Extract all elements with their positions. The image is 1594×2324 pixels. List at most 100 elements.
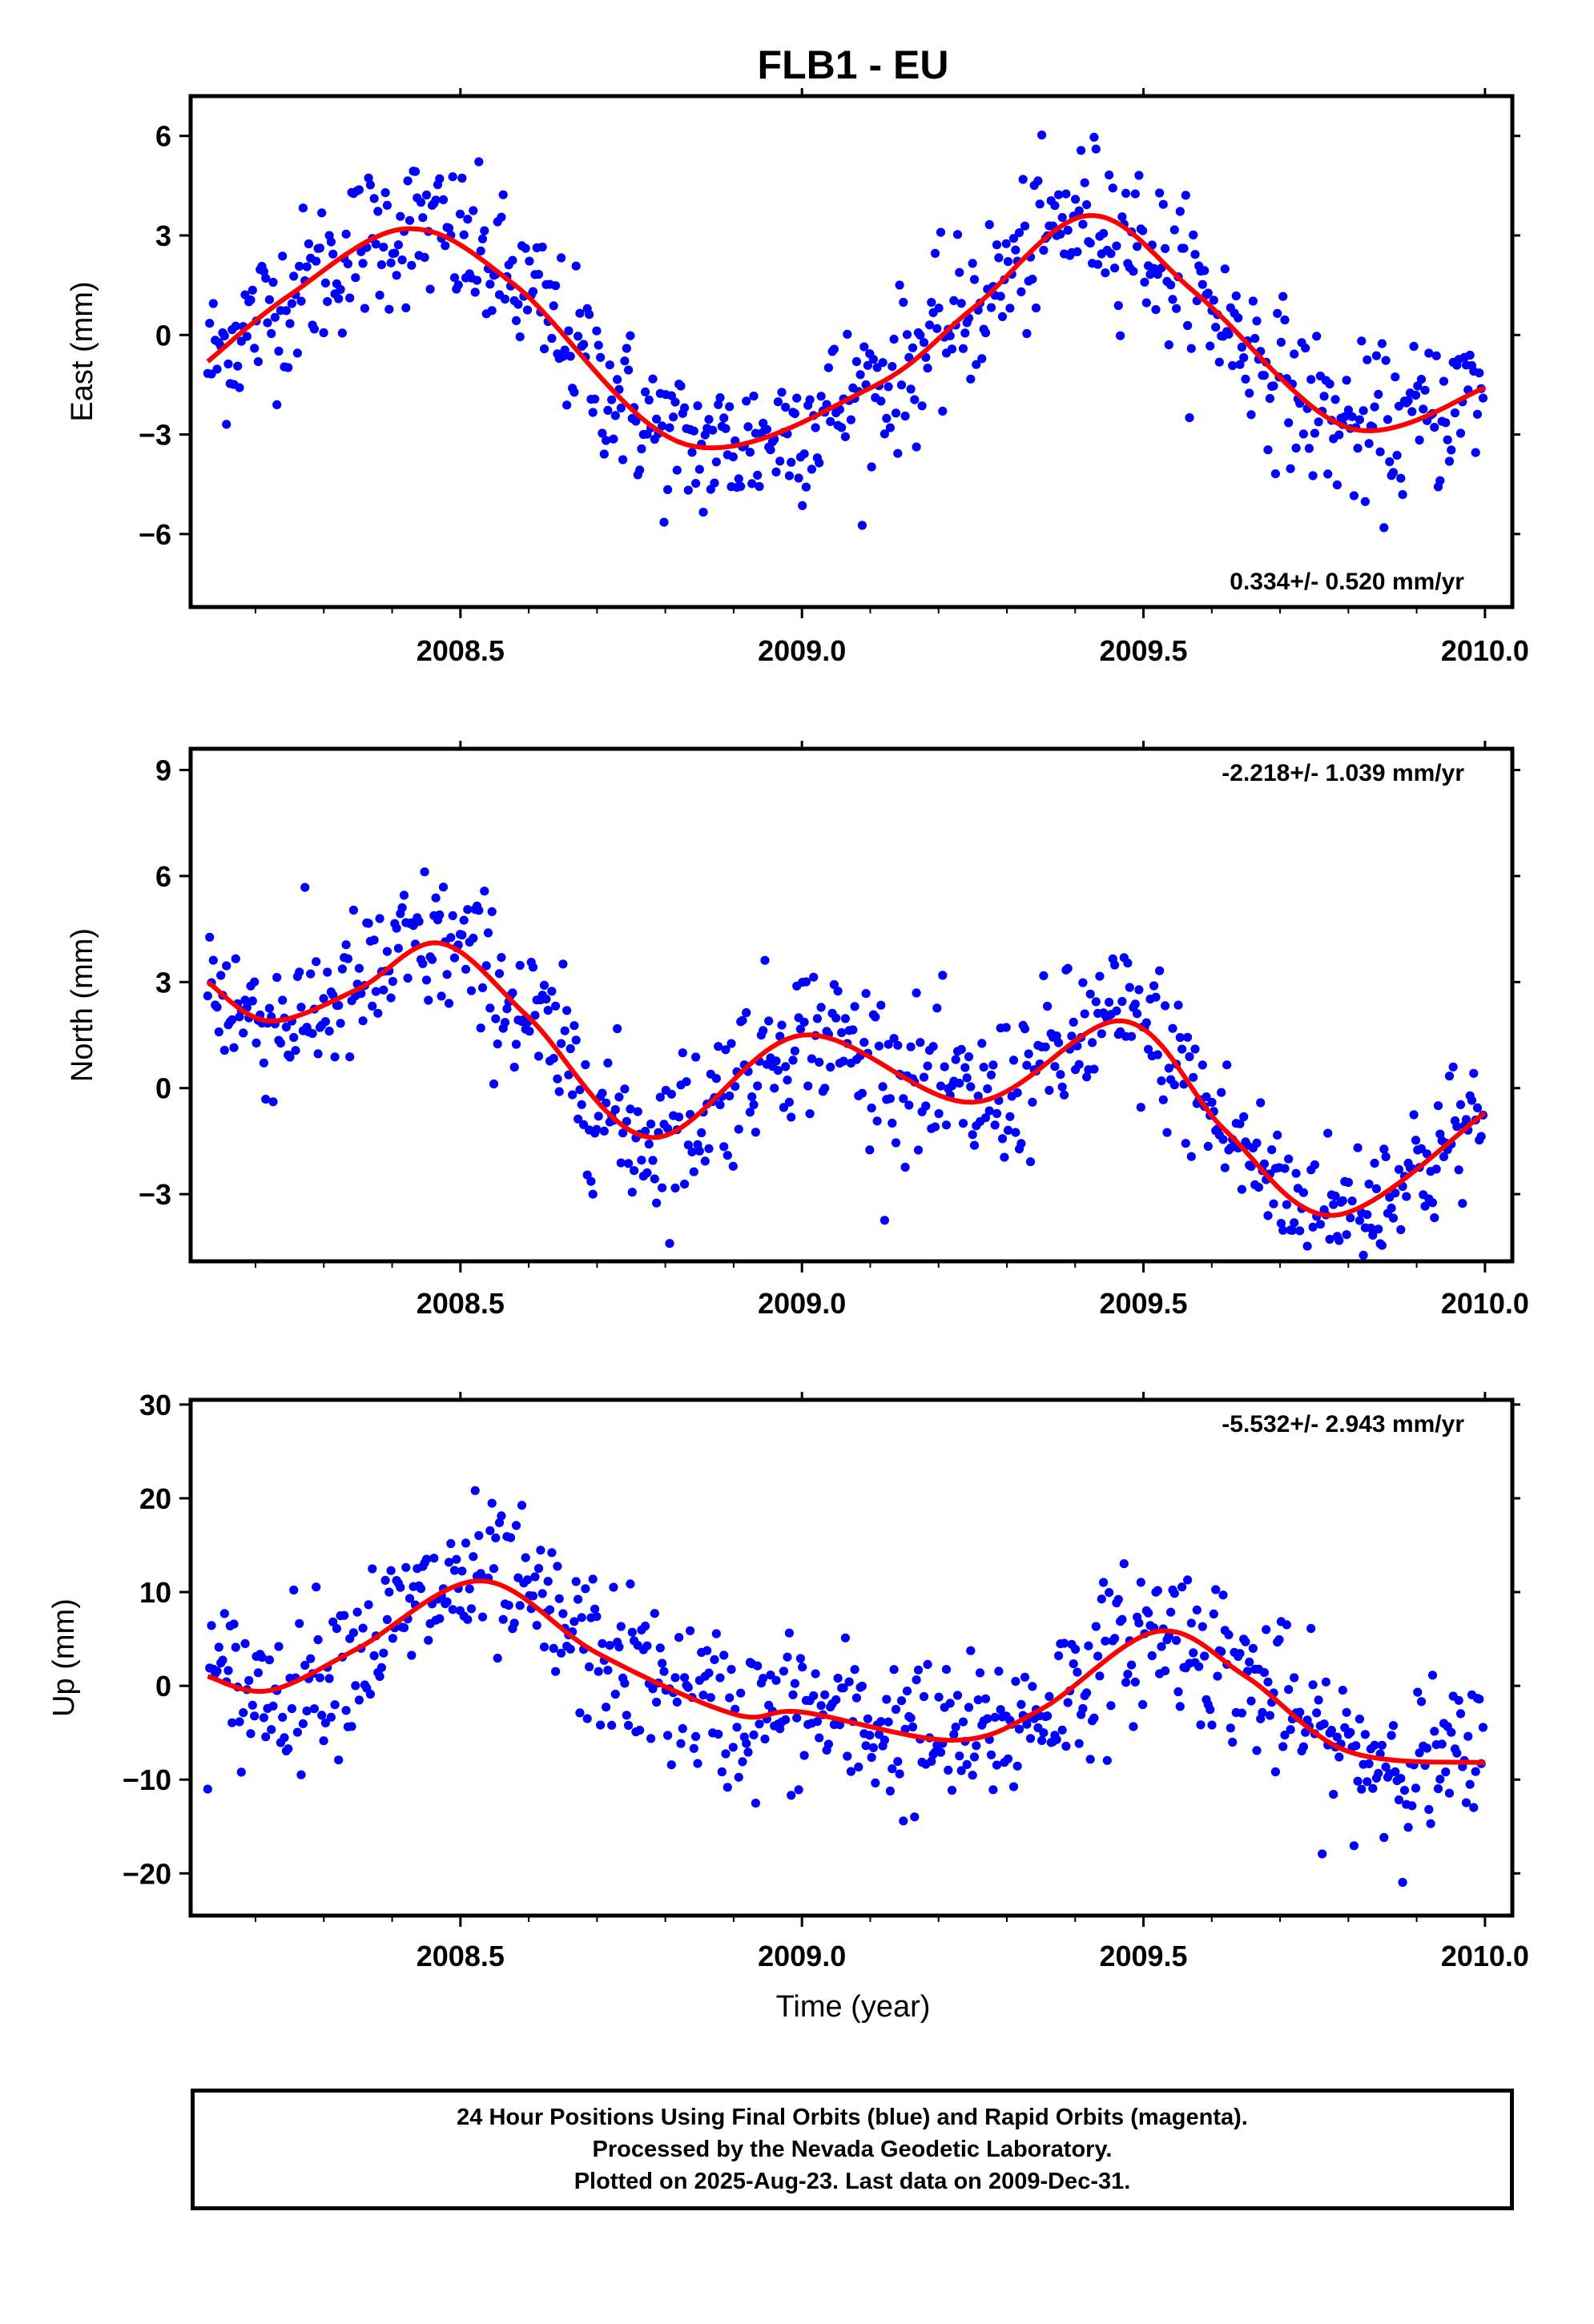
north-data-point — [1175, 1032, 1185, 1043]
north-data-point — [388, 976, 397, 987]
east-data-point — [837, 423, 847, 432]
up-data-point — [1413, 1687, 1423, 1697]
north-data-point — [719, 1142, 729, 1152]
east-data-point — [337, 328, 347, 338]
up-data-point — [683, 1683, 693, 1692]
north-data-point — [1302, 1241, 1312, 1251]
up-data-point — [710, 1655, 719, 1664]
east-data-point — [585, 310, 594, 320]
east-data-point — [1472, 409, 1483, 419]
up-data-point — [549, 1643, 558, 1653]
north-data-point — [620, 1084, 630, 1094]
north-data-point — [240, 995, 250, 1005]
east-data-point — [602, 436, 611, 445]
up-data-point — [790, 1679, 800, 1688]
up-data-point — [1039, 1728, 1049, 1738]
east-data-point — [1110, 263, 1120, 273]
up-data-point — [1478, 1723, 1488, 1732]
east-data-point — [912, 442, 921, 452]
north-data-point — [1325, 1234, 1334, 1244]
north-data-point — [1254, 1183, 1263, 1192]
north-data-point — [1351, 1266, 1360, 1275]
up-data-point — [1258, 1707, 1267, 1717]
east-data-point — [341, 229, 351, 239]
east-data-point — [947, 344, 957, 354]
up-data-point — [743, 1747, 753, 1757]
north-data-point — [1000, 1152, 1009, 1162]
north-data-point — [622, 1116, 631, 1126]
north-data-point — [781, 1062, 791, 1072]
up-data-point — [259, 1713, 268, 1723]
up-data-point — [1338, 1686, 1347, 1695]
north-data-point — [1396, 1224, 1406, 1235]
up-data-point — [973, 1695, 983, 1705]
north-data-point — [543, 1006, 553, 1015]
north-data-point — [665, 1239, 674, 1248]
up-data-point — [676, 1739, 686, 1748]
north-data-point — [570, 1021, 579, 1031]
north-data-point — [1267, 1145, 1277, 1155]
up-data-point — [874, 1730, 884, 1739]
east-data-point — [562, 400, 572, 410]
north-data-point — [742, 1007, 751, 1018]
north-data-point — [348, 905, 358, 915]
east-data-point — [223, 359, 233, 369]
north-data-point — [493, 1039, 502, 1049]
up-data-point — [596, 1720, 606, 1730]
east-data-point — [1113, 300, 1123, 311]
east-data-point — [345, 293, 355, 303]
up-data-point — [365, 1689, 375, 1699]
up-data-point — [1259, 1667, 1269, 1678]
east-data-point — [708, 425, 718, 435]
north-data-point — [816, 1003, 826, 1012]
north-data-point — [1060, 1090, 1069, 1100]
north-data-point — [427, 955, 437, 964]
east-y-tick-label: 3 — [155, 219, 171, 252]
north-data-point — [984, 1106, 994, 1116]
east-data-point — [687, 448, 697, 457]
east-data-point — [1056, 229, 1065, 239]
up-data-point — [642, 1641, 652, 1651]
north-data-point — [704, 1144, 714, 1153]
north-data-point — [312, 957, 321, 967]
north-data-point — [809, 972, 819, 982]
up-data-point — [704, 1668, 714, 1678]
north-data-point — [1155, 966, 1165, 975]
up-data-point — [466, 1604, 477, 1614]
east-data-point — [1074, 206, 1084, 215]
up-data-point — [1354, 1715, 1364, 1724]
up-data-point — [401, 1562, 411, 1572]
north-data-point — [431, 893, 441, 903]
up-data-point — [941, 1665, 952, 1675]
east-data-point — [1116, 331, 1125, 340]
east-data-point — [1099, 228, 1109, 239]
north-data-point — [1050, 1062, 1060, 1072]
up-data-point — [927, 1756, 936, 1766]
up-data-point — [880, 1735, 889, 1745]
north-data-point — [1315, 1220, 1325, 1229]
east-data-point — [453, 280, 463, 290]
north-data-point — [700, 1156, 710, 1166]
north-data-point — [437, 991, 446, 1001]
up-data-point — [1196, 1720, 1206, 1730]
north-data-point — [368, 1001, 377, 1011]
up-data-point — [610, 1689, 620, 1699]
east-data-point — [320, 278, 330, 287]
east-data-point — [968, 259, 977, 268]
east-data-point — [1332, 480, 1342, 490]
north-data-point — [386, 993, 396, 1003]
up-data-point — [975, 1668, 985, 1678]
up-data-point — [1175, 1702, 1185, 1711]
up-data-point — [966, 1646, 976, 1655]
up-data-point — [779, 1667, 789, 1676]
north-data-point — [1025, 1157, 1036, 1167]
up-data-point — [689, 1743, 698, 1753]
up-data-point — [1130, 1677, 1140, 1687]
up-data-point — [861, 1741, 871, 1751]
up-data-point — [1246, 1696, 1256, 1706]
north-data-point — [904, 1100, 914, 1110]
east-data-point — [405, 215, 415, 225]
north-data-point — [840, 1014, 850, 1023]
east-data-point — [620, 356, 630, 366]
east-data-point — [932, 324, 942, 333]
